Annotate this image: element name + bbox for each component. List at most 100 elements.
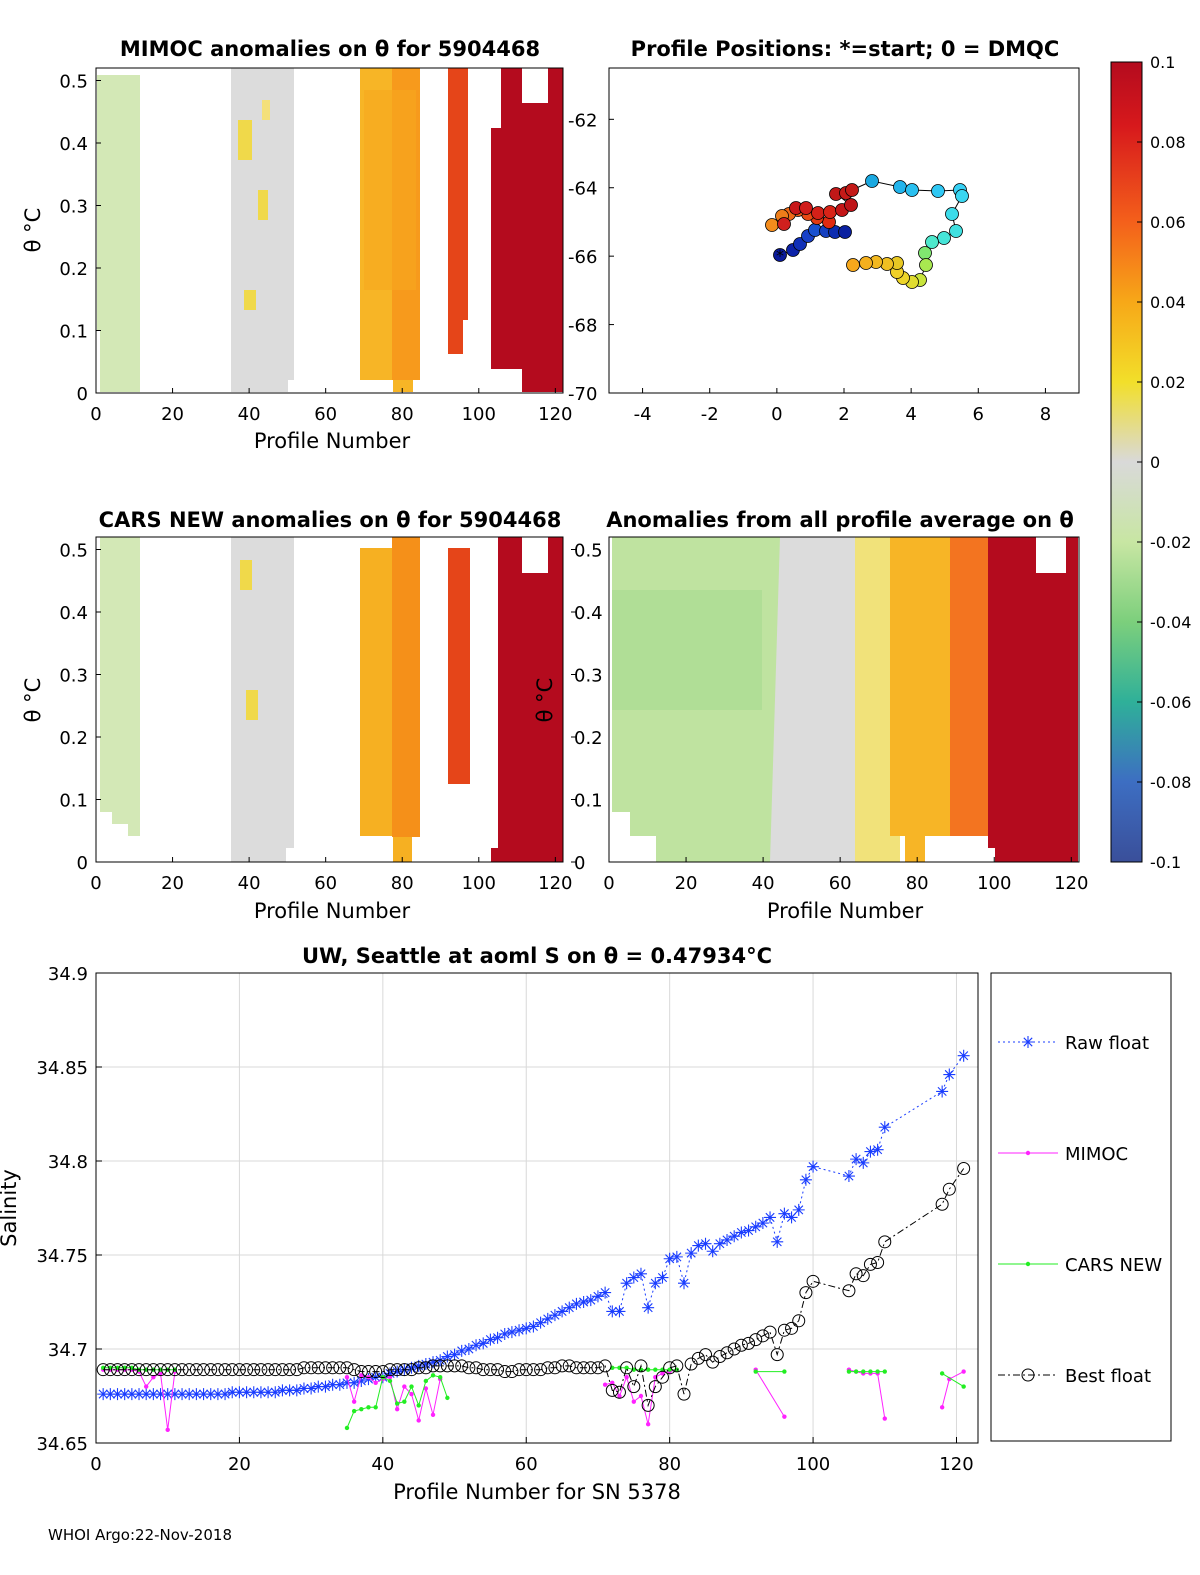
best-float-marker (448, 1359, 462, 1373)
panel-mimoc-title: MIMOC anomalies on θ for 5904468 (120, 37, 540, 61)
best-float-marker (555, 1359, 569, 1373)
point-marker (394, 1401, 400, 1406)
best-float-marker (326, 1361, 340, 1375)
raw-float-marker (556, 1305, 569, 1318)
x-tick-label: 0 (90, 873, 101, 894)
raw-float-marker (233, 1386, 246, 1399)
raw-float-marker (391, 1365, 404, 1378)
point-marker (875, 1369, 880, 1374)
start-marker-icon: * (776, 246, 784, 265)
point-marker (359, 1373, 364, 1378)
position-marker (846, 258, 860, 272)
y-tick-label: 34.7 (48, 1340, 88, 1361)
x-tick-label: 100 (796, 1454, 830, 1475)
best-float-marker (440, 1359, 454, 1373)
raw-float-marker (936, 1085, 949, 1098)
raw-float-marker (649, 1277, 662, 1290)
colorbar-tick-label: 0.1 (1150, 53, 1175, 72)
raw-float-marker (742, 1224, 755, 1237)
raw-float-marker (133, 1388, 146, 1401)
best-float-marker (770, 1348, 784, 1362)
position-marker (955, 189, 969, 203)
position-marker (949, 224, 963, 238)
point-marker (782, 1414, 787, 1419)
raw-float-marker (548, 1309, 561, 1322)
x-tick-label: 80 (906, 873, 929, 894)
y-tick-label: 0 (574, 853, 585, 874)
point-marker (753, 1369, 758, 1374)
best-float-marker (591, 1361, 605, 1375)
x-tick-label: 80 (391, 873, 414, 894)
raw-float-marker (513, 1324, 526, 1337)
x-tick-label: 60 (829, 873, 852, 894)
raw-float-marker (283, 1384, 296, 1397)
y-tick-label: 0.2 (59, 259, 88, 280)
best-float-marker (333, 1361, 347, 1375)
point-marker (631, 1399, 637, 1404)
chart-grid (95, 972, 978, 1444)
x-tick-label: 60 (515, 1454, 538, 1475)
best-float-marker (756, 1329, 770, 1343)
point-marker (430, 1412, 436, 1418)
position-marker (845, 183, 859, 197)
point-marker (853, 1369, 859, 1374)
point-marker (423, 1386, 429, 1391)
best-float-marker (268, 1363, 282, 1377)
raw-float-marker (183, 1388, 196, 1401)
raw-float-marker (785, 1211, 798, 1224)
y-tick-label: 34.8 (48, 1152, 88, 1173)
raw-float-marker (240, 1386, 253, 1399)
x-tick-label: 60 (314, 873, 337, 894)
point-marker (387, 1375, 393, 1380)
raw-float-marker (348, 1376, 361, 1389)
best-float-marker (96, 1363, 110, 1377)
legend-entry: Best float (998, 1366, 1151, 1387)
raw-float-marker (319, 1380, 332, 1393)
best-float-marker (655, 1370, 669, 1384)
series-line (103, 1055, 965, 1395)
x-tick-label: 20 (161, 873, 184, 894)
best-float-marker (699, 1348, 713, 1362)
point-marker (667, 1367, 672, 1372)
panel-mimoc-ylabel: θ °C (21, 208, 45, 253)
y-tick-label: 0.5 (574, 541, 603, 562)
position-marker (945, 207, 959, 221)
series-line (941, 1371, 964, 1408)
chart-ylabel: Salinity (0, 1169, 21, 1247)
series-mimoc (100, 1367, 966, 1433)
mimoc-heatmap (97, 68, 563, 392)
best-float-marker (792, 1314, 806, 1328)
point-marker (394, 1406, 400, 1412)
best-float-marker (419, 1361, 433, 1375)
best-float-marker (641, 1398, 655, 1412)
position-marker (931, 184, 945, 198)
series-line (612, 1367, 677, 1371)
position-marker (765, 218, 779, 232)
cars-axes (95, 536, 564, 863)
best-float-marker (161, 1363, 175, 1377)
y-tick-label: 0.2 (59, 728, 88, 749)
raw-float-marker (842, 1170, 855, 1183)
raw-float-marker (878, 1121, 891, 1134)
colorbar-tick-label: 0 (1150, 453, 1160, 472)
best-float-marker (677, 1387, 691, 1401)
raw-float-marker (764, 1211, 777, 1224)
point-marker (638, 1393, 644, 1399)
raw-float-marker (290, 1384, 303, 1397)
point-marker (373, 1380, 378, 1386)
x-tick-label: 100 (977, 873, 1011, 894)
best-float-marker (254, 1363, 268, 1377)
x-tick-label: -4 (634, 404, 652, 425)
best-float-marker (211, 1363, 225, 1377)
raw-float-marker (297, 1382, 310, 1395)
point-marker (939, 1405, 945, 1410)
raw-float-marker (419, 1358, 432, 1371)
raw-float-marker (656, 1271, 669, 1284)
y-tick-label: -66 (568, 247, 597, 268)
best-float-marker (204, 1363, 218, 1377)
raw-float-marker (190, 1388, 203, 1401)
colorbar-tick-label: 0.08 (1150, 133, 1186, 152)
colorbar: 0.1 0.08 0.06 0.04 0.02 0 -0.02 -0.04 -0.06 -0.08… (1110, 53, 1191, 872)
point-marker (782, 1369, 787, 1374)
best-float-marker (347, 1363, 361, 1377)
